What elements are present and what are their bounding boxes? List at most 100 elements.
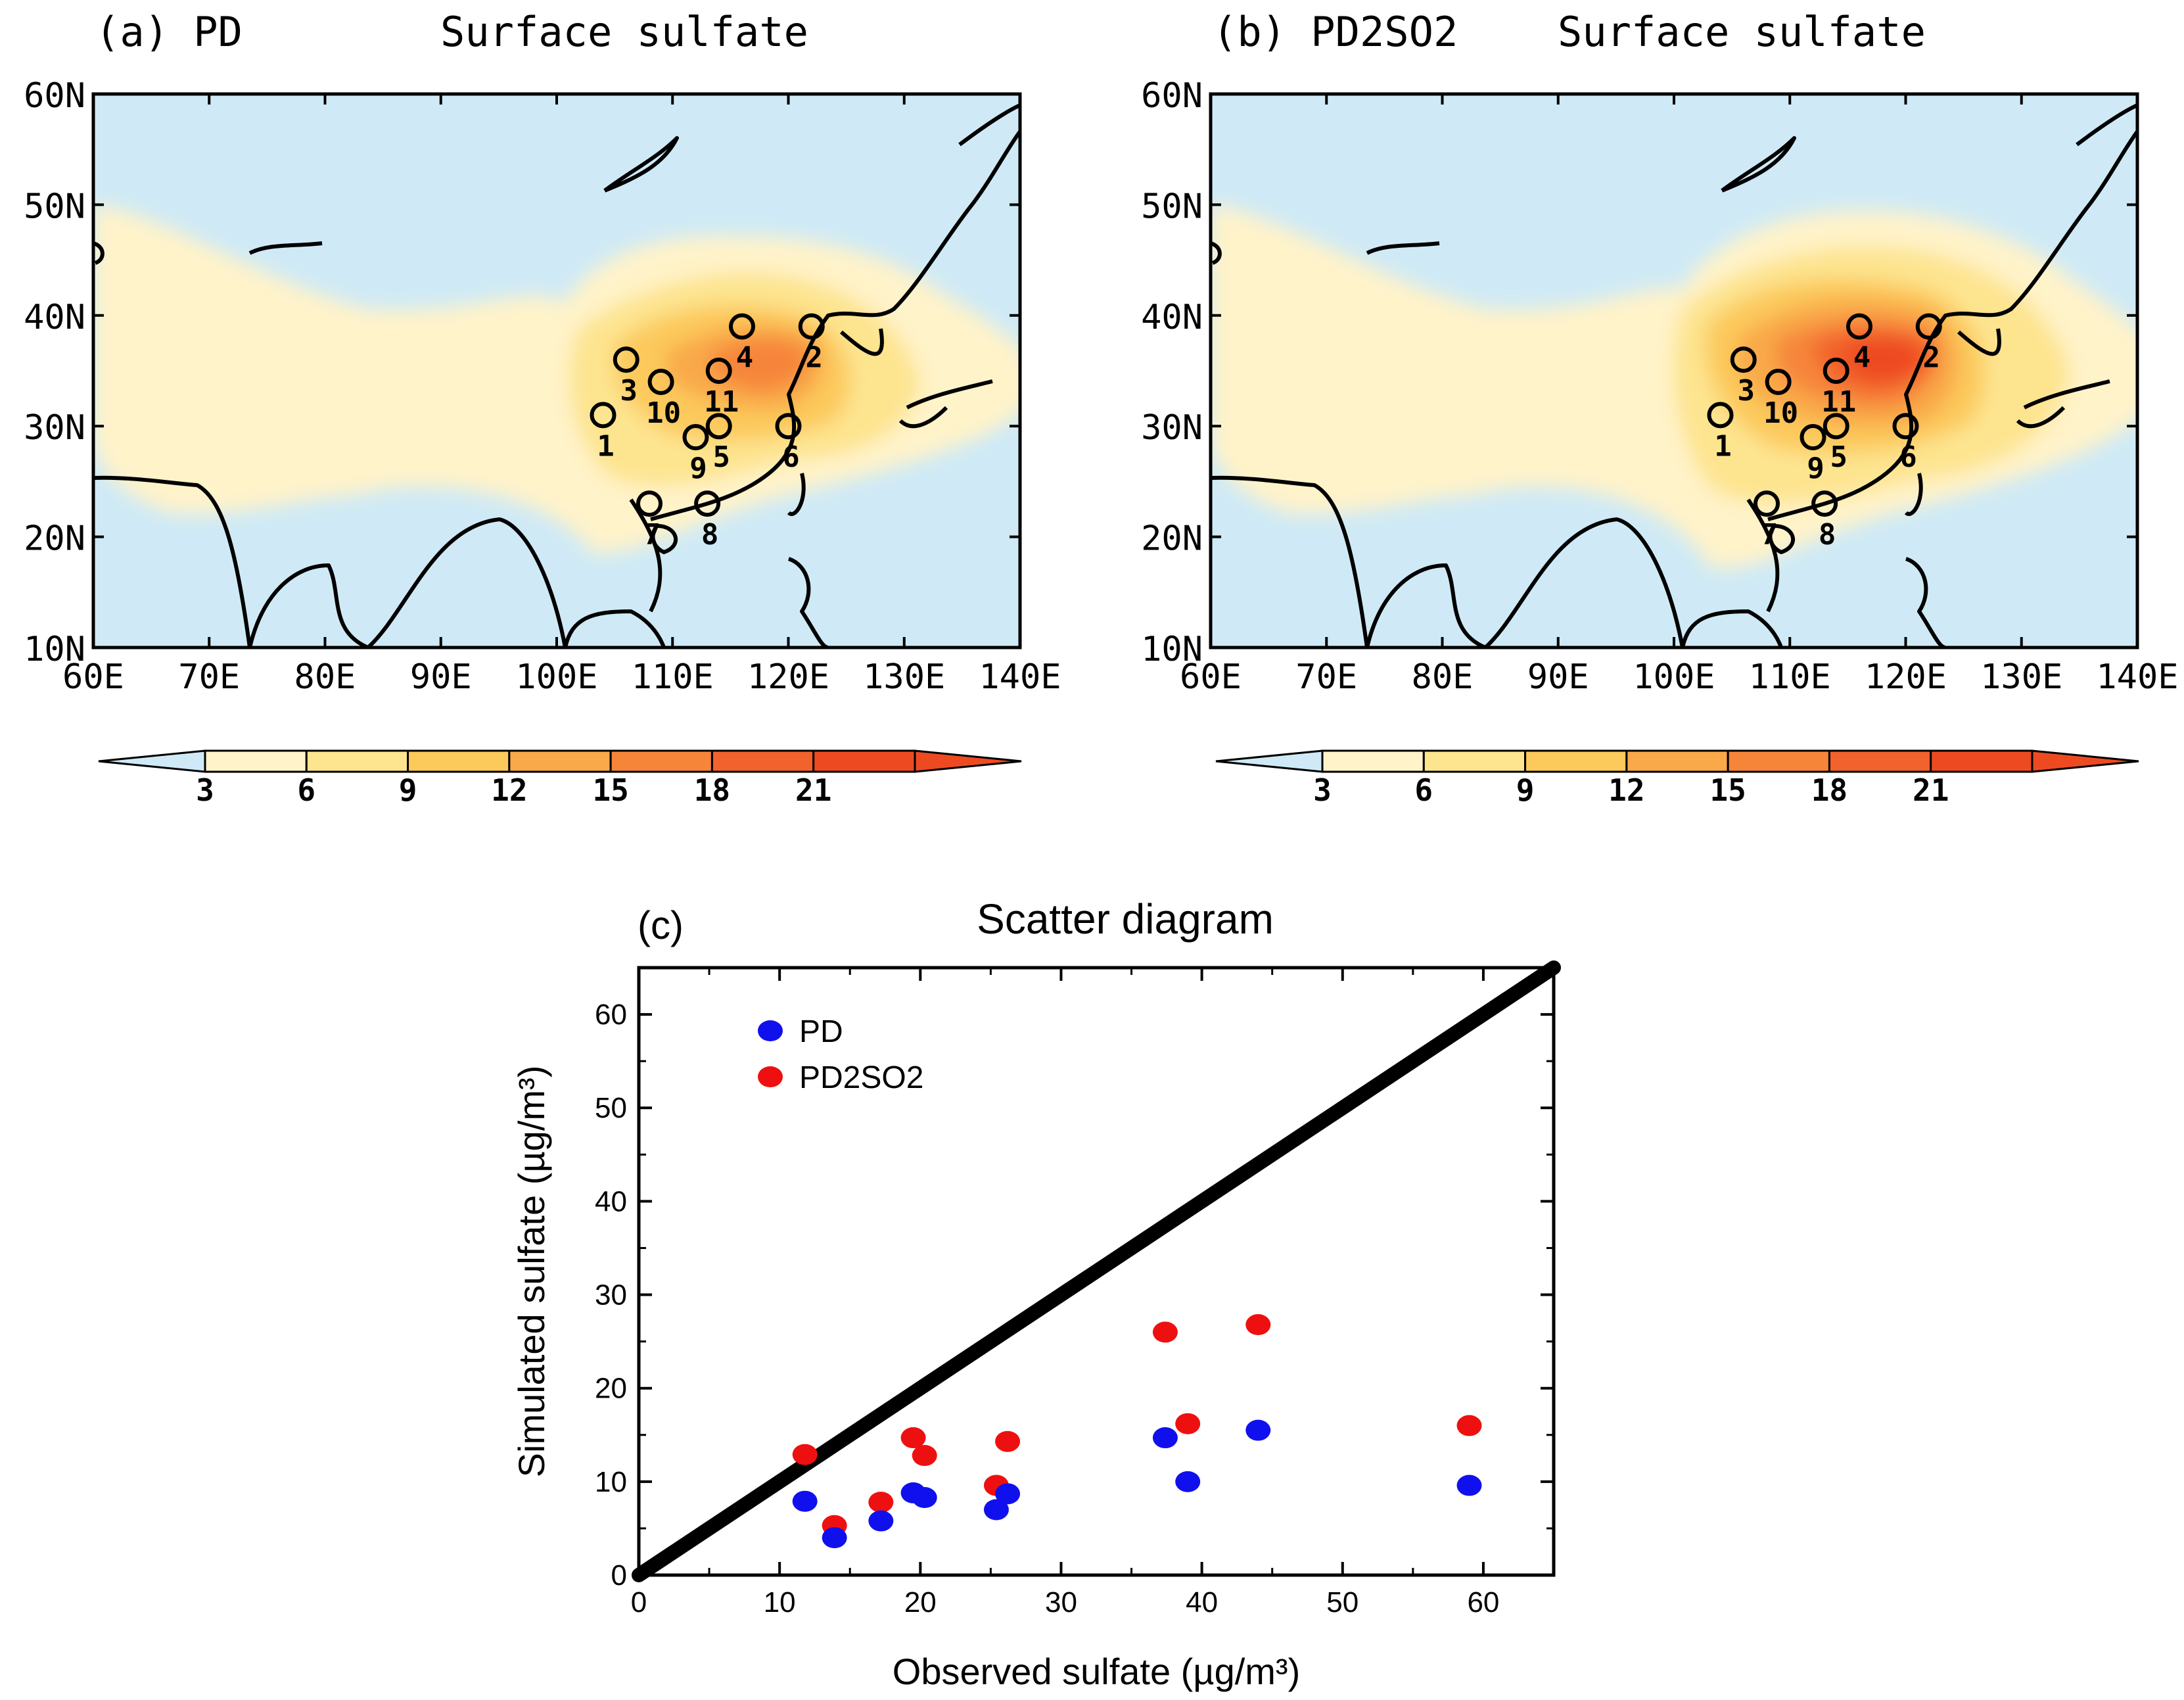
station-marker	[682, 424, 709, 451]
colorbar-segment	[1828, 749, 1932, 773]
colorbar-segment	[204, 749, 308, 773]
lon-tick-label: 90E	[410, 657, 472, 697]
lon-tick-label: 60E	[62, 657, 124, 697]
map-panel-b: (b) PD2SO2 Surface sulfate	[1141, 8, 2179, 808]
station-label: 2	[1923, 341, 1941, 375]
map-b-colorbar: 3 6 9 12 15 18 21	[1215, 749, 2139, 808]
station-marker	[694, 490, 721, 517]
lon-tick-label: 120E	[747, 657, 829, 697]
station-label: 4	[736, 341, 754, 375]
lat-tick-label: 10N	[1141, 630, 1203, 669]
data-point-pd2so2	[912, 1445, 937, 1467]
station-label: 6	[782, 440, 800, 474]
lon-tick-label: 80E	[1412, 657, 1474, 697]
data-point-pd	[822, 1527, 847, 1549]
scatter-frame	[637, 966, 1556, 1577]
data-point-pd	[792, 1490, 818, 1512]
station-label: 3	[1738, 374, 1755, 408]
station-label: 10	[646, 396, 681, 430]
lat-tick-label: 40N	[24, 298, 85, 337]
x-tick-label: 10	[764, 1586, 796, 1618]
colorbar-tick-label: 6	[297, 772, 315, 808]
map-a-coastlines	[93, 103, 1020, 648]
lat-tick-label: 50N	[24, 187, 85, 226]
station-marker	[647, 368, 674, 395]
y-tick-label: 40	[595, 1185, 627, 1217]
colorbar-tick-label: 15	[592, 772, 628, 808]
one-to-one-line	[632, 960, 1561, 1582]
colorbar-segment	[812, 749, 916, 773]
map-b-stations: 1 2 3 4 5 6 7 8 9 10 11	[1707, 313, 1942, 552]
station-marker	[1754, 490, 1780, 517]
x-tick-label: 30	[1045, 1586, 1077, 1618]
y-axis-label: Simulated sulfate (µg/m³)	[511, 1066, 552, 1478]
colorbar-high-triangle	[914, 749, 1022, 773]
scatter-panel-c: (c) Scatter diagram 0 10 20 30 40 50 60 0 10 20 30…	[511, 895, 1561, 1692]
station-marker	[798, 313, 825, 340]
map-a-lon-axis: 60E 70E 80E 90E 100E 110E 120E 130E 140E	[62, 94, 1061, 697]
station-marker	[1823, 358, 1849, 384]
station-label: 6	[1899, 440, 1917, 474]
lat-tick-label: 30N	[1141, 408, 1203, 448]
data-point-pd2so2	[900, 1427, 926, 1449]
station-label: 7	[643, 518, 661, 552]
lat-tick-label: 60N	[1141, 76, 1203, 116]
map-b-lat-axis: 60N 50N 40N 30N 20N 10N	[1141, 76, 2137, 669]
panel-c-label: (c)	[638, 903, 684, 947]
colorbar-tick-label: 12	[1608, 772, 1644, 808]
lat-tick-label: 40N	[1141, 298, 1203, 337]
colorbar-segment	[1524, 749, 1628, 773]
map-a-level-3b	[147, 348, 408, 499]
scatter-points	[792, 1314, 1482, 1549]
station-marker	[1846, 313, 1872, 340]
lat-tick-label: 10N	[24, 630, 85, 669]
station-marker	[1892, 413, 1919, 440]
station-label: 9	[1807, 452, 1824, 485]
data-point-pd	[1245, 1419, 1271, 1441]
lon-tick-label: 70E	[1295, 657, 1357, 697]
station-marker	[1811, 490, 1838, 517]
lon-tick-label: 70E	[178, 657, 240, 697]
colorbar-segment	[1727, 749, 1830, 773]
map-a-lat-axis: 60N 50N 40N 30N 20N 10N	[24, 76, 1020, 669]
station-label: 5	[713, 440, 731, 474]
lon-tick-label: 90E	[1527, 657, 1589, 697]
lon-tick-label: 130E	[863, 657, 945, 697]
data-point-pd2so2	[995, 1430, 1021, 1452]
data-point-pd	[1152, 1427, 1178, 1449]
station-label: 11	[1821, 385, 1856, 419]
colorbar-segment	[1930, 749, 2033, 773]
lon-tick-label: 140E	[979, 657, 1061, 697]
colorbar-tick-label: 3	[196, 772, 214, 808]
x-tick-label: 40	[1186, 1586, 1218, 1618]
station-marker	[1823, 413, 1849, 440]
data-point-pd2so2	[1175, 1413, 1201, 1434]
lon-tick-label: 130E	[1980, 657, 2062, 697]
legend-marker	[758, 1020, 783, 1041]
lat-tick-label: 20N	[24, 519, 85, 559]
station-marker	[775, 413, 802, 440]
data-point-pd	[912, 1487, 937, 1509]
station-marker	[705, 413, 732, 440]
map-a-stations: 1 2 3 4 5 6 7 8 910 11	[590, 313, 825, 552]
station-label: 9	[689, 452, 707, 485]
colorbar-segment	[1625, 749, 1729, 773]
colorbar-tick-label: 9	[399, 772, 417, 808]
lon-tick-label: 110E	[632, 657, 714, 697]
colorbar-low-triangle	[98, 749, 206, 773]
station-marker	[1707, 402, 1734, 429]
station-marker	[1765, 368, 1792, 395]
data-point-pd2so2	[1456, 1415, 1482, 1436]
map-b-coastlines	[1211, 103, 2137, 648]
legend-label: PD2SO2	[799, 1060, 923, 1095]
colorbar-tick-label: 6	[1414, 772, 1433, 808]
x-tick-label: 20	[904, 1586, 937, 1618]
station-marker	[1915, 313, 1942, 340]
station-marker	[613, 346, 639, 373]
colorbar-segment	[710, 749, 815, 773]
lat-tick-label: 50N	[1141, 187, 1203, 226]
lon-tick-label: 100E	[515, 657, 597, 697]
station-label: 2	[806, 341, 824, 375]
colorbar-segment	[305, 749, 409, 773]
